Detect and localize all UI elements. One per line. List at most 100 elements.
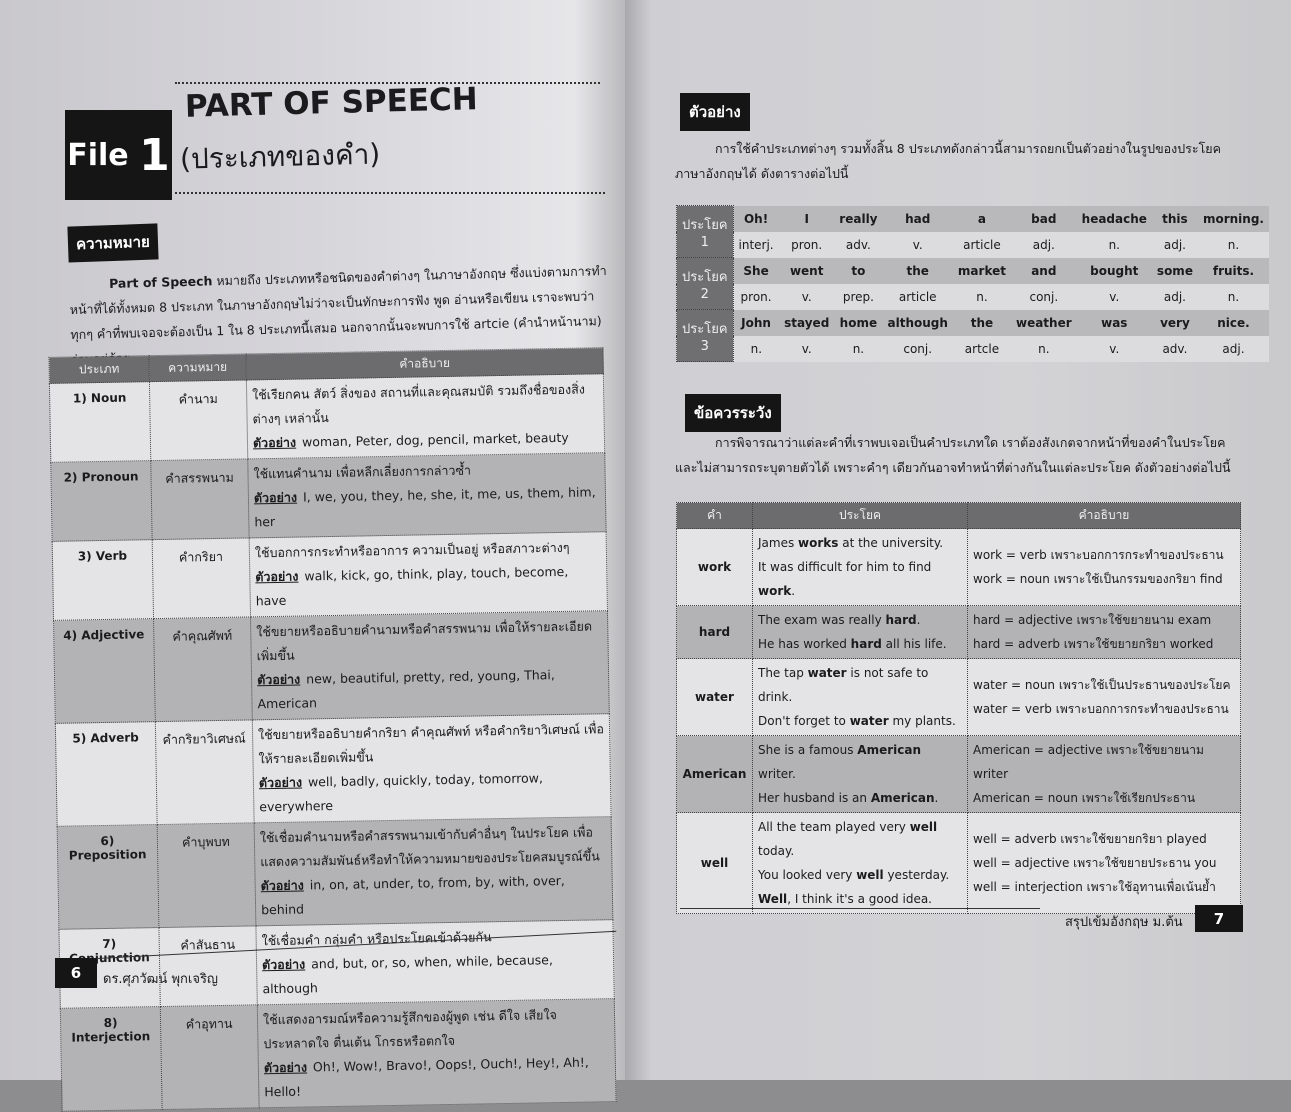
- sentence-keyword: Well: [758, 892, 788, 906]
- table-row: well All the team played very well today.…: [676, 812, 1241, 914]
- example-label: ตัวอย่าง: [260, 877, 304, 894]
- example-label: ตัวอย่าง: [256, 671, 301, 688]
- pos-meaning: คำนาม: [149, 379, 248, 461]
- pos-example-line: ตัวอย่าง Oh!, Wow!, Bravo!, Oops!, Ouch!,…: [264, 1050, 611, 1104]
- file-number: 1: [139, 129, 170, 181]
- sentence-pre: She is a famous: [758, 743, 858, 757]
- example-intro: การใช้คำประเภทต่างๆ รวมทั้งสิ้น 8 ประเภท…: [675, 141, 1221, 181]
- pos-meaning: คำกริยา: [152, 537, 251, 619]
- sentence-label: ประโยค 1: [676, 205, 734, 258]
- sentence-words-row: ประโยค 2 She went to the market and bought some f…: [676, 257, 1269, 310]
- table-row: hard The exam was really hard. He has work…: [676, 605, 1241, 659]
- example-sentence: James works at the university.: [758, 531, 962, 555]
- sentence-post: .: [791, 584, 796, 598]
- pos-example-words: Oh!, Wow!, Bravo!, Oops!, Ouch!, Hey!, A…: [264, 1054, 589, 1100]
- part-of-speech-tag: v.: [1109, 289, 1120, 304]
- table-row: 4) Adjective คำคุณศัพท์ ใช้ขยายหรืออธิบายค…: [53, 610, 610, 724]
- sentence-word: and: [1031, 263, 1057, 278]
- explanation-line: American = noun เพราะใช้เรียกประธาน: [973, 791, 1196, 805]
- sentence-word: was: [1101, 315, 1128, 330]
- word-cell: hard: [676, 605, 753, 659]
- pos-example-words: woman, Peter, dog, pencil, market, beaut…: [301, 429, 569, 450]
- part-of-speech-tag: v.: [801, 341, 812, 356]
- pos-description: ใช้ขยายหรืออธิบายคำกริยา คำคุณศัพท์ หรือ…: [252, 713, 612, 823]
- book-title: สรุปเข้มอังกฤษ ม.ต้น: [1065, 915, 1183, 930]
- sentence-word: went: [789, 263, 824, 278]
- example-label: ตัวอย่าง: [258, 774, 303, 791]
- sentence-keyword: American: [870, 791, 935, 805]
- part-of-speech-tag: v.: [912, 237, 923, 252]
- sentence-pre: All the team played very: [758, 820, 910, 834]
- page-subtitle: (ประเภทของคำ): [179, 137, 381, 176]
- sentence-tags-row: n. v. n. conj. artcle n. v. adv. adj.: [676, 335, 1269, 362]
- intro-bold: Part of Speech: [108, 273, 213, 292]
- page-title: PART OF SPEECH: [184, 81, 479, 125]
- explanation-line: work = verb เพราะบอกการกระทำของประธาน: [973, 548, 1224, 562]
- sentence-word: this: [1162, 211, 1188, 226]
- part-of-speech-tag: interj.: [738, 237, 774, 252]
- sentence-cell: All the team played very well today. You …: [752, 812, 968, 914]
- explanation-line: water = noun เพราะใช้เป็นประธานของประโยค: [973, 678, 1231, 692]
- pos-type: 1) Noun: [49, 381, 151, 463]
- sentence-keyword: water: [849, 714, 889, 728]
- word-cell: work: [676, 528, 753, 606]
- part-of-speech-tag: n.: [852, 341, 865, 356]
- sentence-pre: He has worked: [758, 637, 851, 651]
- table-row: 7) Conjunction คำสันธาน ใช้เชื่อมคำ กลุ่มค…: [58, 919, 615, 1009]
- example-label: ตัวอย่าง: [263, 1059, 308, 1076]
- parts-of-speech-table: ประเภท ความหมาย คำอธิบาย 1) Noun คำนาม ใช้…: [48, 347, 617, 1112]
- explanation-cell: American = adjective เพราะใช้ขยายนาม wri…: [967, 735, 1241, 813]
- sentence-word: John: [741, 315, 771, 330]
- sentence-words-row: ประโยค 3 John stayed home although the weather…: [676, 309, 1269, 362]
- example-sentence: He has worked hard all his life.: [758, 632, 962, 656]
- pos-description: ใช้เชื่อมคำ กลุ่มคำ หรือประโยคเข้าด้วยกั…: [255, 919, 615, 1005]
- caution-intro: การพิจารณาว่าแต่ละคำที่เราพบเจอเป็นคำประ…: [675, 435, 1231, 475]
- explanation-line: well = interjection เพราะใช้อุทานเพื่อเน…: [973, 880, 1216, 894]
- example-sentence: Don't forget to water my plants.: [758, 709, 962, 733]
- part-of-speech-tag: article: [963, 237, 1001, 252]
- word-cell: water: [676, 658, 753, 736]
- col-header-explanation: คำอธิบาย: [967, 502, 1241, 529]
- sentence-word: I: [804, 211, 809, 226]
- pos-example-line: ตัวอย่าง in, on, at, under, to, from, by,…: [261, 868, 608, 922]
- col-header-sentence: ประโยค: [752, 502, 968, 529]
- col-header-word: คำ: [676, 502, 753, 529]
- sentence-word: some: [1156, 263, 1193, 278]
- sentence-pre: It was difficult for him to find: [758, 560, 932, 574]
- part-of-speech-tag: artcle: [964, 341, 1000, 356]
- sentence-word: a: [977, 211, 986, 226]
- pos-type: 3) Verb: [52, 539, 154, 621]
- sentence-keyword: work: [758, 584, 792, 598]
- part-of-speech-tag: n.: [1038, 341, 1050, 356]
- pos-meaning: คำสันธาน: [158, 925, 258, 1007]
- sentence-pre: The tap: [758, 666, 808, 680]
- header-rule: [175, 82, 600, 84]
- sentence-label: ประโยค 3: [676, 309, 734, 362]
- part-of-speech-tag: v.: [801, 289, 812, 304]
- part-of-speech-tag: v.: [1109, 341, 1120, 356]
- example-sentence: The tap water is not safe to drink.: [758, 661, 962, 709]
- example-sentence: Well, I think it's a good idea.: [758, 887, 962, 911]
- table-row: American She is a famous American writer.…: [676, 735, 1241, 813]
- sentence-cell: The exam was really hard. He has worked h…: [752, 605, 968, 659]
- sentence-post: at the university.: [838, 536, 944, 550]
- pos-description: ใช้บอกการกระทำหรืออาการ ความเป็นอยู่ หรื…: [249, 531, 608, 617]
- sentence-word: headache: [1081, 211, 1147, 226]
- sentence-word: market: [957, 263, 1006, 278]
- pos-example-words: walk, kick, go, think, play, touch, beco…: [255, 563, 569, 609]
- pos-example-words: in, on, at, under, to, from, by, with, o…: [261, 872, 565, 918]
- part-of-speech-tag: adj.: [1163, 289, 1186, 304]
- sentence-post: yesterday.: [883, 868, 950, 882]
- sentence-word: had: [905, 211, 931, 226]
- part-of-speech-tag: n.: [750, 341, 763, 356]
- example-label: ตัวอย่าง: [252, 434, 297, 451]
- col-header-meaning: ความหมาย: [148, 353, 247, 382]
- explanation-cell: water = noun เพราะใช้เป็นประธานของประโยค…: [967, 658, 1241, 736]
- pos-meaning: คำกริยาวิเศษณ์: [155, 719, 255, 825]
- example-sentence: You looked very well yesterday.: [758, 863, 962, 887]
- section-label-example: ตัวอย่าง: [680, 93, 750, 131]
- part-of-speech-tag: pron.: [791, 237, 823, 252]
- explanation-line: well = adverb เพราะใช้ขยายกริยา played: [973, 832, 1207, 846]
- sentence-keyword: works: [798, 536, 839, 550]
